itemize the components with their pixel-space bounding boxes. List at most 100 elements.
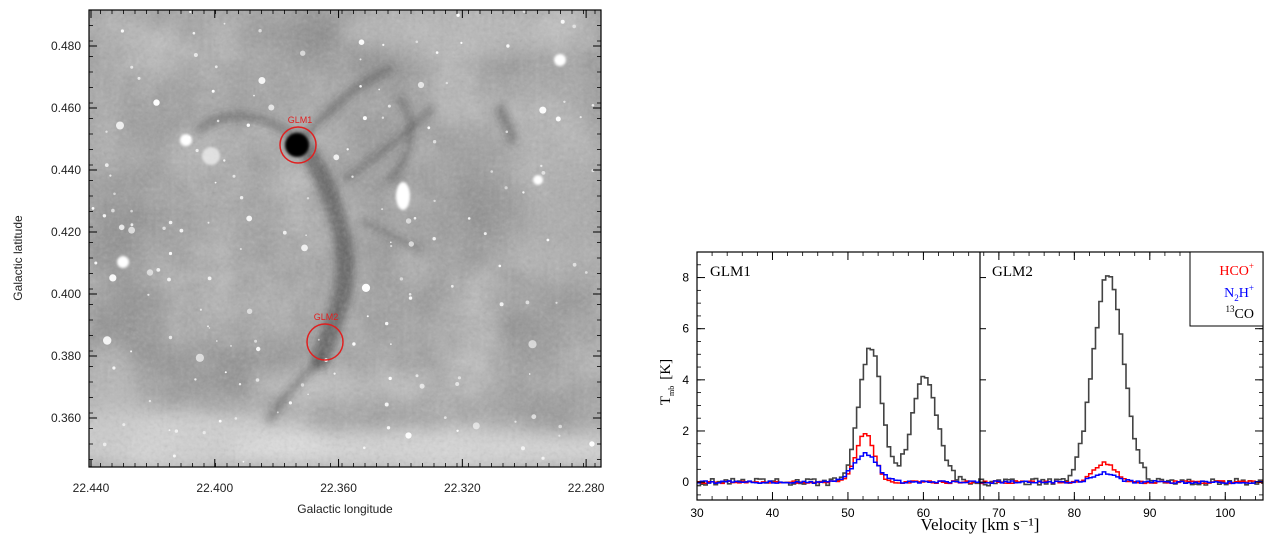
star <box>541 456 545 460</box>
star <box>109 174 112 177</box>
star <box>359 58 362 61</box>
star <box>216 119 220 123</box>
star <box>514 420 517 423</box>
star <box>305 234 307 236</box>
chart-y-tick-label: 2 <box>682 424 689 438</box>
x-tick-label: 22.280 <box>568 481 605 495</box>
chart-axis-ticks: 30 40 50 60 70 80 90 100 0 2 4 6 8 <box>682 251 1263 520</box>
glm1-marker-circle <box>279 126 317 164</box>
chart-y-tick-label: 0 <box>682 475 689 489</box>
star <box>94 261 98 265</box>
star <box>504 186 508 190</box>
star <box>307 393 309 396</box>
spectrum-glm1-n2h <box>697 452 980 485</box>
star <box>467 217 471 220</box>
star <box>146 269 154 276</box>
chart-x-tick-label: 40 <box>766 506 780 520</box>
y-tick-label: 0.480 <box>51 39 81 53</box>
star <box>109 274 117 282</box>
star <box>288 401 292 405</box>
star <box>215 340 218 342</box>
image-axis-ticks: 22.440 22.400 22.360 22.320 22.280 0.480 0.460… <box>51 9 605 495</box>
star <box>168 220 173 225</box>
star <box>112 366 116 370</box>
star <box>91 207 95 210</box>
chart-x-axis-label: Velocity [km s⁻¹] <box>921 515 1040 534</box>
star <box>113 192 116 196</box>
star <box>130 65 134 69</box>
star <box>104 163 109 168</box>
star <box>540 164 543 168</box>
star <box>103 336 112 345</box>
legend-box <box>1189 251 1264 327</box>
star <box>102 214 107 218</box>
star <box>168 429 171 431</box>
star <box>408 293 412 296</box>
star <box>528 340 537 349</box>
star <box>363 446 366 450</box>
legend-entry-13co: 13CO <box>1226 304 1254 322</box>
star <box>207 276 212 281</box>
star <box>359 85 362 88</box>
star <box>162 226 166 230</box>
y-tick-label: 0.420 <box>51 225 81 239</box>
star <box>192 31 196 35</box>
star <box>531 414 537 420</box>
star <box>443 416 447 419</box>
star <box>189 10 192 13</box>
star <box>276 411 279 414</box>
x-tick-label: 22.440 <box>73 481 110 495</box>
star <box>408 241 414 247</box>
star <box>385 321 389 326</box>
star <box>483 232 487 236</box>
star <box>384 402 389 407</box>
star <box>111 208 115 213</box>
star <box>230 344 232 347</box>
star <box>122 423 126 427</box>
star <box>362 116 367 121</box>
y-tick-label: 0.440 <box>51 163 81 177</box>
star <box>246 308 253 314</box>
star <box>490 170 494 173</box>
star <box>130 209 133 213</box>
star <box>419 383 425 389</box>
star <box>253 94 255 97</box>
y-tick-label: 0.460 <box>51 101 81 115</box>
glm2-label: GLM2 <box>314 312 339 322</box>
spectrum-glm2-hco <box>980 461 1263 485</box>
star <box>238 383 242 386</box>
star <box>546 238 550 242</box>
star <box>223 159 226 162</box>
chart-x-tick-label: 60 <box>917 506 931 520</box>
star <box>239 247 242 251</box>
star <box>351 175 354 178</box>
star <box>572 24 576 29</box>
star <box>130 350 133 353</box>
star <box>214 181 217 184</box>
star <box>432 237 436 241</box>
star <box>499 302 504 307</box>
star <box>589 441 595 447</box>
star <box>211 89 215 93</box>
star <box>522 191 525 194</box>
star <box>361 283 371 292</box>
x-tick-label: 22.400 <box>196 481 233 495</box>
star <box>199 308 202 311</box>
star <box>555 116 561 122</box>
star <box>223 22 226 25</box>
star <box>174 429 179 433</box>
star <box>167 277 171 282</box>
star <box>450 284 454 288</box>
star <box>378 88 381 91</box>
spectra-lines <box>697 275 1263 487</box>
star <box>525 300 530 305</box>
star <box>256 346 261 352</box>
star <box>317 338 320 341</box>
star <box>153 99 160 106</box>
star <box>382 43 385 47</box>
glm1-label: GLM1 <box>288 115 313 125</box>
star <box>168 251 173 256</box>
y-tick-label: 0.400 <box>51 287 81 301</box>
chart-y-tick-label: 6 <box>682 322 689 336</box>
